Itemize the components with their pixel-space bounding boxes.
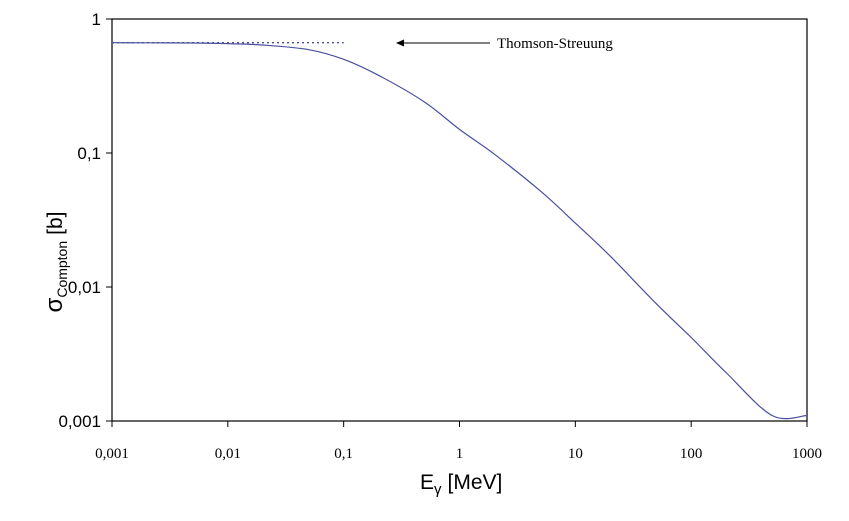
- y-axis-label-main: σ: [41, 297, 68, 312]
- annotation-arrow-head: [396, 39, 404, 47]
- y-tick-label: 0,1: [77, 144, 101, 163]
- annotation-thomson: Thomson-Streuung: [396, 36, 613, 52]
- y-axis-label-sub: Compton: [54, 241, 70, 298]
- x-axis-label-main: E: [420, 471, 434, 494]
- compton-curve: [111, 42, 808, 420]
- y-axis-label-unit: [b]: [44, 212, 67, 235]
- y-tick-label: 0,001: [58, 412, 101, 431]
- x-tick-label: 0,1: [334, 446, 353, 462]
- y-axis-label: σCompton [b]: [41, 212, 70, 313]
- x-axis-label: Eγ [MeV]: [420, 471, 502, 498]
- x-tick-label: 0,01: [215, 446, 241, 462]
- x-tick-label: 1: [456, 446, 464, 462]
- x-tick-label: 0,001: [95, 446, 129, 462]
- plot-area: [111, 18, 808, 422]
- x-axis-label-sub: γ: [434, 481, 442, 498]
- x-tick-label: 1000: [792, 446, 822, 462]
- x-tick-label: 100: [680, 446, 703, 462]
- axis-ticks: 0,001 0,01 0,1 1 10 100 1000 1 0,1 0,01 0,001: [58, 10, 822, 462]
- y-tick-label: 0,01: [68, 278, 101, 297]
- x-tick-label: 10: [568, 446, 583, 462]
- series-layer: [111, 42, 808, 420]
- x-axis-label-unit: [MeV]: [448, 471, 503, 494]
- annotation-label: Thomson-Streuung: [497, 36, 613, 52]
- y-tick-label: 1: [92, 10, 101, 29]
